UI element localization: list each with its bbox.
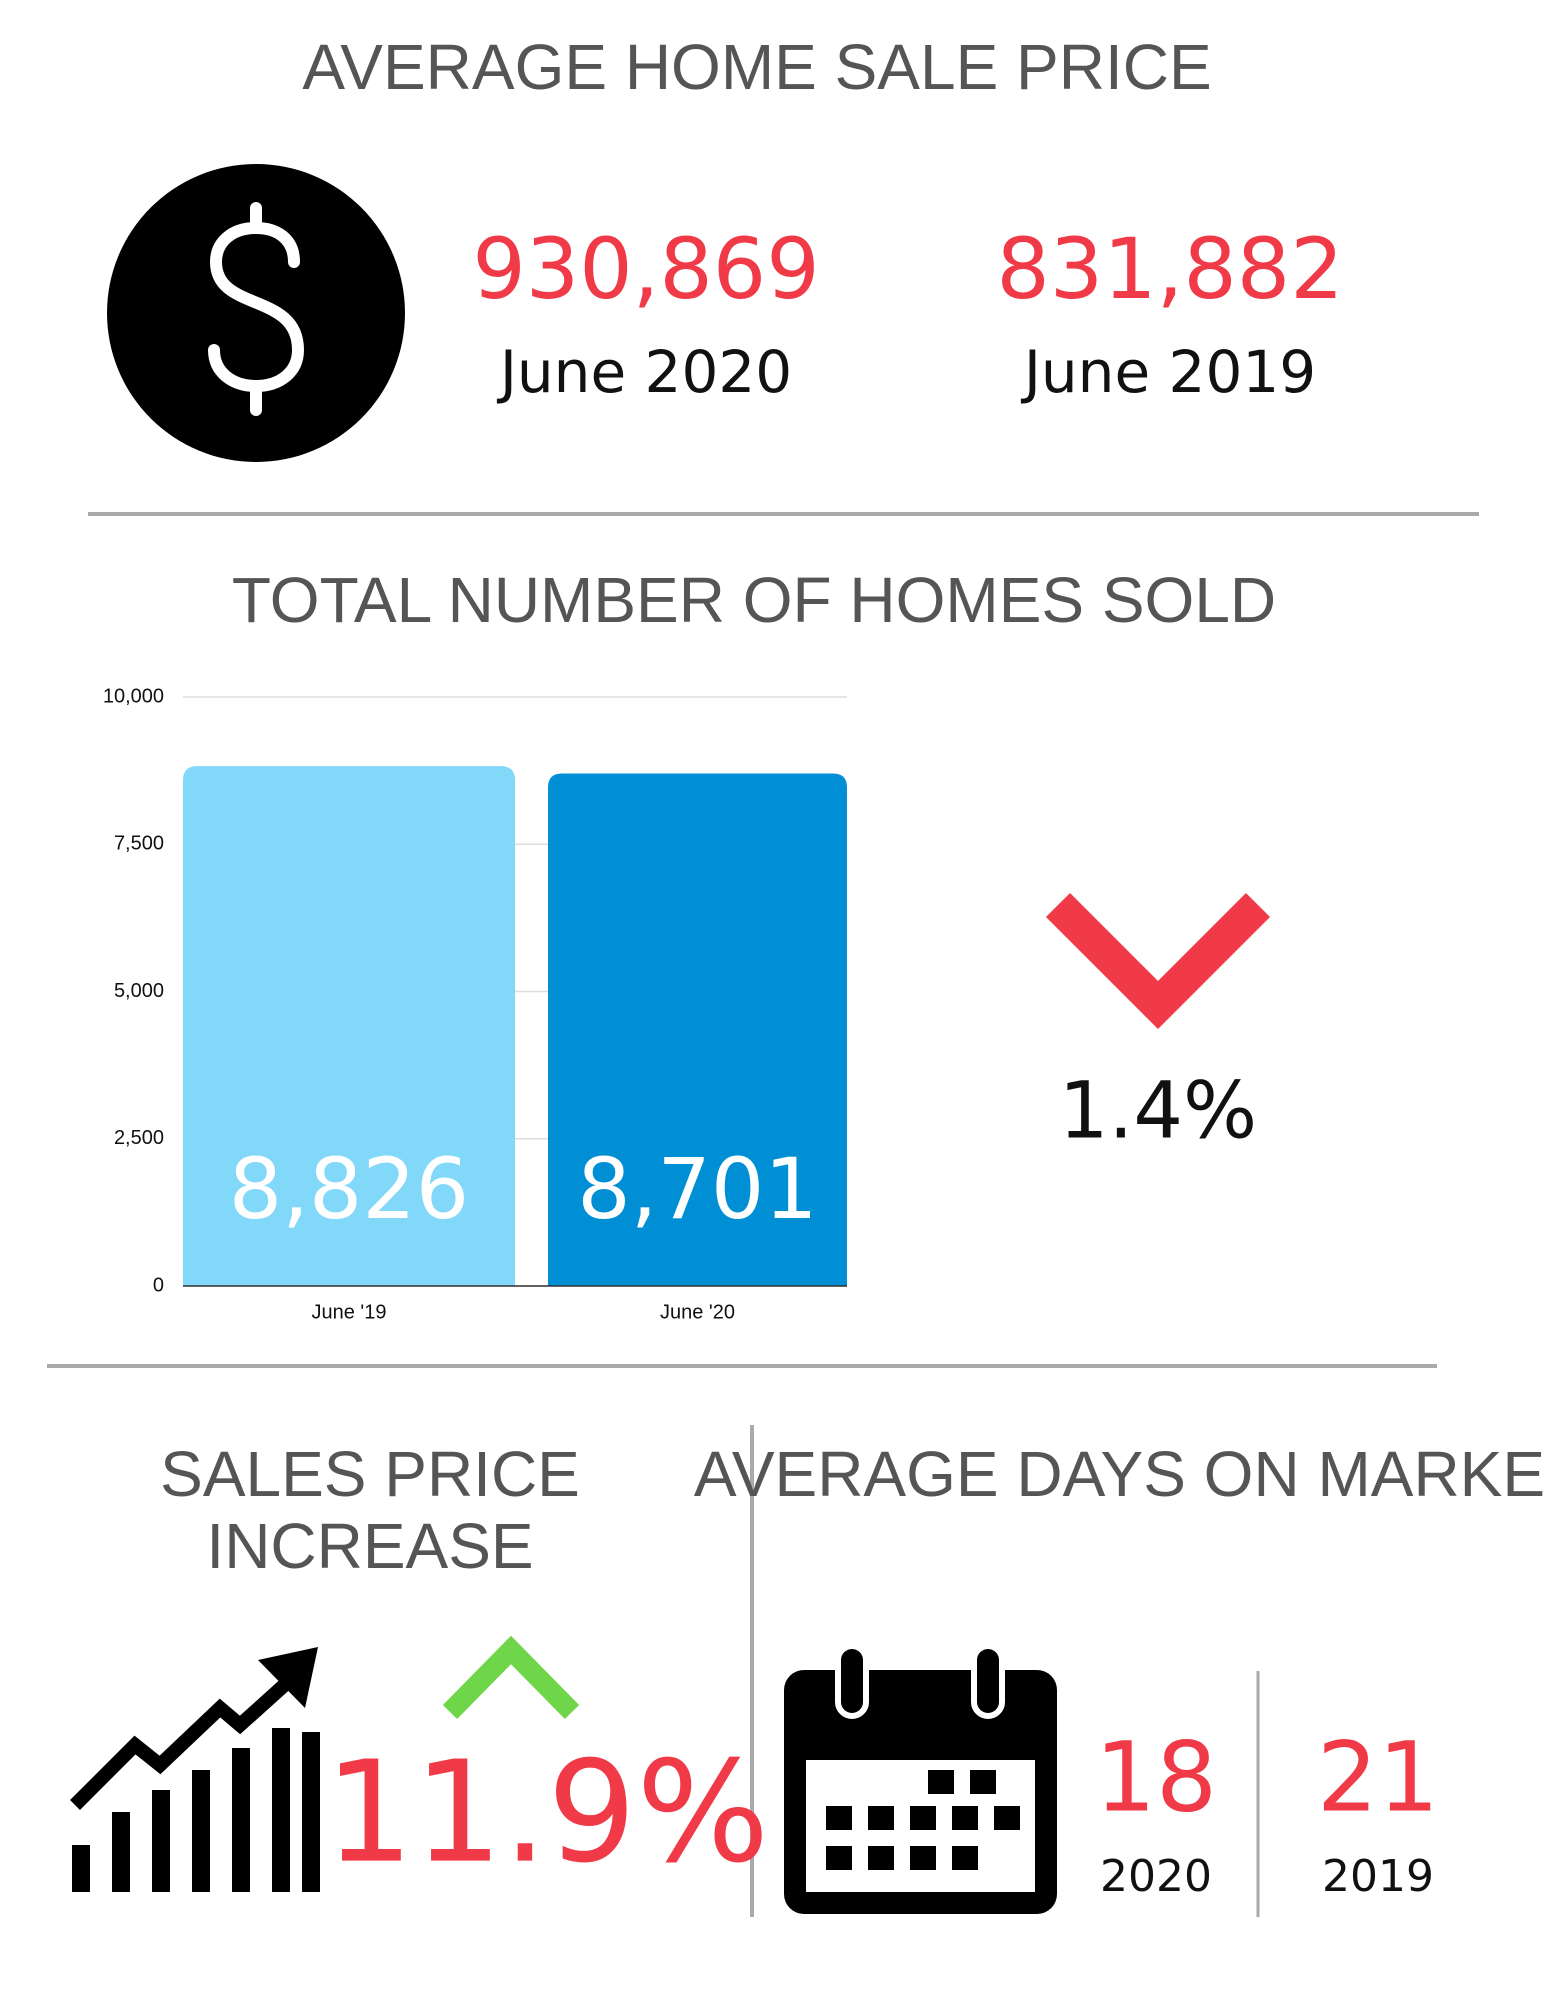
chart-title: TOTAL NUMBER OF HOMES SOLD (232, 564, 1276, 636)
value-label: 8,826 (229, 1140, 469, 1238)
bar-chart: 0 2,500 5,000 7,500 10,000 8,826 June '19 8,701… (103, 685, 847, 1323)
days-value: 21 (1317, 1721, 1439, 1833)
calendar-icon (784, 1643, 1057, 1914)
up-arrow (442, 1635, 580, 1720)
x-tick-label: June '19 (312, 1301, 387, 1323)
y-tick-label: 2,500 (114, 1127, 164, 1149)
bar (183, 766, 515, 1286)
increase-value: 11.9% (325, 1732, 770, 1895)
growth-icon (70, 1647, 320, 1892)
price-value: 930,869 (472, 220, 819, 318)
days-label: 2020 (1100, 1851, 1212, 1902)
price-value: 831,882 (996, 220, 1343, 318)
bar (548, 773, 847, 1286)
y-tick-label: 10,000 (103, 685, 164, 707)
days-value: 18 (1095, 1721, 1217, 1833)
price-label: June 2020 (497, 338, 792, 406)
change-value: 1.4% (1059, 1066, 1257, 1156)
x-tick-label: June '20 (660, 1301, 735, 1323)
y-tick-label: 5,000 (114, 980, 164, 1002)
price-title: AVERAGE HOME SALE PRICE (302, 31, 1211, 103)
section-title: SALES PRICE INCREASE (160, 1438, 580, 1582)
section-title: AVERAGE DAYS ON MARKET (694, 1438, 1545, 1510)
price-label: June 2019 (1021, 338, 1316, 406)
y-tick-label: 7,500 (114, 833, 164, 855)
value-label: 8,701 (577, 1140, 817, 1238)
down-arrow (1045, 892, 1271, 1030)
y-tick-label: 0 (153, 1274, 164, 1296)
days-label: 2019 (1322, 1851, 1434, 1902)
dollar-icon (107, 164, 405, 462)
